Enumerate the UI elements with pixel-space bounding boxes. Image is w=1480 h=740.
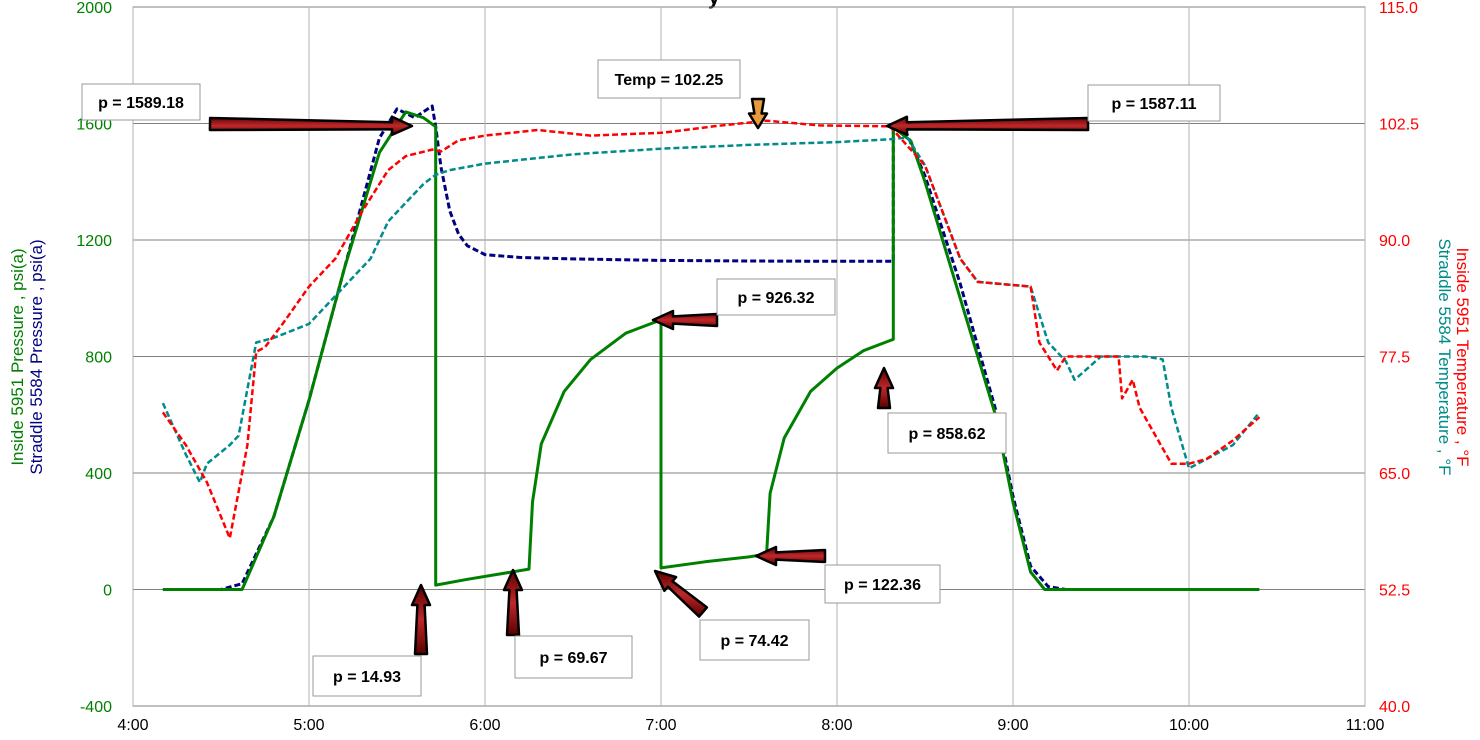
series-line-straddle-5584-pressure [162,104,1260,591]
annotation-box [824,564,941,604]
right-y-tick-label: 102.5 [1379,117,1419,134]
annotation-label: p = 74.42 [720,633,788,650]
right-y-tick-label: 77.5 [1379,350,1410,367]
x-tick-label: 4:00 [117,717,148,734]
left-y-tick-label: -400 [80,699,112,716]
left-axis-title-pressure-5951: Inside 5951 Pressure , psi(a) [8,248,27,465]
right-y-tick-label: 52.5 [1379,583,1410,600]
left-y-tick-labels: -400 0 400 800 1200 1600 2000 [76,0,112,716]
right-y-tick-labels: 40.0 52.5 65.0 77.5 90.0 102.5 115.0 [1379,0,1419,716]
x-tick-labels: 4:00 5:00 6:00 7:00 8:00 9:00 10:00 11:00 [117,717,1384,734]
x-tick-label: 10:00 [1169,717,1209,734]
annotation-box [514,635,633,679]
annotation-arrow [885,115,1090,137]
right-y-tick-label: 65.0 [1379,466,1410,483]
annotation-arrow [502,568,524,637]
annotation-callout: p = 74.42 [699,619,810,661]
series-line-straddle-5584-temperature [161,136,1261,484]
annotation-callout: p = 1589.18 [81,83,201,121]
annotation-callout: p = 1587.11 [1087,84,1221,122]
annotation-callout: p = 926.32 [716,278,836,316]
annotation-label: p = 858.62 [909,426,986,443]
x-tick-label: 7:00 [645,717,676,734]
annotation-box [597,59,741,99]
annotation-label: p = 69.67 [539,650,607,667]
right-axis-title-temp-5951: Inside 5951 Temperature , °F [1453,247,1472,466]
left-axis-title-pressure-5584: Straddle 5584 Pressure , psi(a) [27,239,46,474]
annotation-box [1087,84,1221,122]
x-tick-label: 9:00 [997,717,1028,734]
annotation-arrow [873,366,895,410]
x-tick-label: 5:00 [293,717,324,734]
left-y-tick-label: 1600 [76,117,112,134]
annotation-label: p = 122.36 [844,577,921,594]
annotation-label: Temp = 102.25 [615,72,724,89]
series-line-inside-5951-pressure [162,110,1260,591]
left-y-tick-label: 2000 [76,0,112,17]
annotation-callout: p = 69.67 [514,635,633,679]
annotation-label: p = 1589.18 [98,95,184,112]
annotation-arrow [747,97,769,130]
x-tick-label: 6:00 [469,717,500,734]
annotation-callout: Temp = 102.25 [597,59,741,99]
series-lines [161,104,1261,591]
annotation-callout: p = 122.36 [824,564,941,604]
chart-title-fragment: y [708,0,721,9]
annotation-arrow [653,569,709,618]
annotation-box [312,655,422,697]
left-y-tick-label: 1200 [76,233,112,250]
annotation-callout: p = 14.93 [312,655,422,697]
right-y-tick-label: 115.0 [1379,0,1418,17]
annotation-labels: p = 1589.18 Temp = 102.25 p = 1587.11 p = 9… [81,59,1221,697]
annotation-label: p = 14.93 [333,669,401,686]
x-tick-label: 11:00 [1346,717,1385,734]
annotation-arrow [651,309,719,331]
right-y-tick-label: 40.0 [1379,699,1410,716]
right-y-tick-label: 90.0 [1379,233,1410,250]
x-tick-label: 8:00 [821,717,852,734]
annotation-arrow [208,115,414,137]
left-y-tick-label: 800 [85,350,112,367]
annotation-box [699,619,810,661]
annotation-label: p = 1587.11 [1112,96,1197,113]
annotation-callout: p = 858.62 [887,412,1007,454]
right-axis-title-temp-5584: Straddle 5584 Temperature , °F [1435,238,1454,475]
annotation-box [716,278,836,316]
annotation-label: p = 926.32 [738,290,815,307]
annotation-box [887,412,1007,454]
annotation-arrow [410,583,432,656]
annotation-box [81,83,201,121]
left-y-tick-label: 400 [85,466,112,483]
annotation-arrows [208,97,1090,656]
annotation-arrow [754,545,827,567]
left-y-tick-label: 0 [103,583,112,600]
